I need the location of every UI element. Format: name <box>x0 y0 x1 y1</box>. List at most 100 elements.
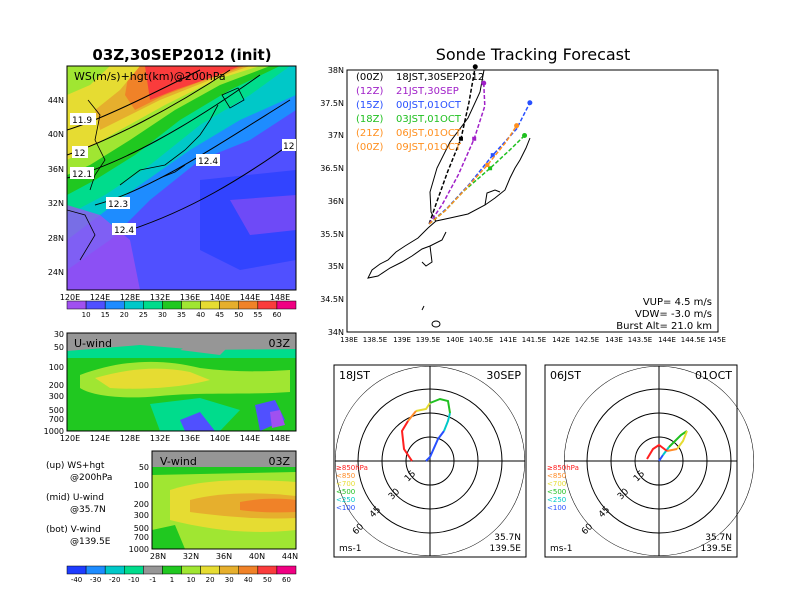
svg-text:00JST,01OCT: 00JST,01OCT <box>396 100 462 111</box>
track-marker <box>485 162 490 167</box>
svg-text:35.5N: 35.5N <box>320 230 344 239</box>
map-lat-ticks: 44N 40N 36N 32N 28N 24N <box>48 96 64 277</box>
colorbar-swatch <box>181 300 201 310</box>
svg-text:<100: <100 <box>336 504 355 512</box>
svg-text:06JST,01OCT: 06JST,01OCT <box>396 128 462 139</box>
svg-text:143E: 143E <box>605 336 623 344</box>
svg-text:300: 300 <box>134 511 149 520</box>
svg-text:<100: <100 <box>547 504 566 512</box>
hodo1-lon: 139.5E <box>490 544 522 554</box>
track-endpoint <box>514 123 520 129</box>
colorbar-swatch <box>143 300 163 310</box>
hodo2-lat: 35.7N <box>705 533 732 543</box>
track-endpoint <box>481 80 487 86</box>
svg-text:(12Z): (12Z) <box>356 86 383 97</box>
colorbar-tick: 10 <box>82 311 91 319</box>
colorbar-swatch <box>66 565 87 575</box>
colorbar-tick: 30 <box>158 311 167 319</box>
svg-text:32N: 32N <box>183 552 199 561</box>
colorbar-swatch <box>219 300 240 310</box>
contour-labels: 11.9 12 12.1 12.3 12.4 12.4 12 <box>70 113 296 236</box>
u-wind-field <box>67 333 296 431</box>
svg-text:03JST,01OCT: 03JST,01OCT <box>396 114 462 125</box>
track-line <box>428 83 486 225</box>
svg-text:128E: 128E <box>120 293 140 302</box>
colorbar-tick: 30 <box>225 576 234 584</box>
colorbar-tick: -20 <box>109 576 120 584</box>
colorbar-tick: 25 <box>139 311 148 319</box>
svg-text:35N: 35N <box>328 262 344 271</box>
svg-text:(00Z): (00Z) <box>356 72 383 83</box>
track-frame <box>346 69 719 333</box>
v-time: 03Z <box>268 455 290 468</box>
hodo2-time: 06JST <box>550 369 581 382</box>
svg-text:140E: 140E <box>210 434 230 443</box>
svg-text:(mid) U-wind: (mid) U-wind <box>46 493 104 503</box>
svg-text:132E: 132E <box>150 434 170 443</box>
svg-text:@139.5E: @139.5E <box>70 537 111 547</box>
colorbar-swatch <box>162 565 182 575</box>
svg-text:34N: 34N <box>328 328 344 337</box>
colorbar-tick: 60 <box>282 576 291 584</box>
u-frame <box>66 332 297 432</box>
svg-text:120E: 120E <box>60 434 80 443</box>
svg-text:21JST,30SEP: 21JST,30SEP <box>396 86 459 97</box>
hodo-segment <box>676 430 688 450</box>
hodo-segment <box>400 420 413 462</box>
svg-text:700: 700 <box>134 533 149 542</box>
v-frame <box>151 450 297 550</box>
colorbar-tick: 50 <box>263 576 272 584</box>
svg-text:36N: 36N <box>216 552 232 561</box>
svg-text:VUP= 4.5 m/s: VUP= 4.5 m/s <box>643 297 712 308</box>
svg-text:100: 100 <box>134 481 149 490</box>
colorbar-swatch <box>257 565 278 575</box>
hodo2-unit: ms-1 <box>550 544 572 554</box>
svg-text:(bot) V-wind: (bot) V-wind <box>46 525 101 535</box>
colorbar-tick: 1 <box>170 576 174 584</box>
svg-text:50: 50 <box>139 463 149 472</box>
svg-text:143.5E: 143.5E <box>628 336 652 344</box>
map-title: 03Z,30SEP2012 (init) <box>92 46 271 64</box>
colorbar-swatch <box>257 300 278 310</box>
svg-text:144E: 144E <box>240 434 260 443</box>
hodo1-date: 30SEP <box>486 369 521 382</box>
svg-text:128E: 128E <box>120 434 140 443</box>
svg-text:VDW= -3.0 m/s: VDW= -3.0 m/s <box>635 309 712 320</box>
svg-text:<850: <850 <box>547 472 566 480</box>
colorbar-tick: 20 <box>206 576 215 584</box>
svg-text:200: 200 <box>134 500 149 509</box>
svg-text:139.5E: 139.5E <box>416 336 440 344</box>
svg-text:50: 50 <box>54 343 64 352</box>
colorbar-swatch <box>162 300 182 310</box>
hodo2-lon: 139.5E <box>701 544 733 554</box>
svg-text:<500: <500 <box>547 488 566 496</box>
honshu-coast <box>367 69 531 328</box>
colorbar-tick: -30 <box>90 576 101 584</box>
colorbar-swatch <box>85 565 106 575</box>
svg-text:≥850hPa: ≥850hPa <box>336 464 368 472</box>
colorbar-swatch <box>219 565 240 575</box>
svg-text:37.5N: 37.5N <box>320 99 344 108</box>
svg-text:120E: 120E <box>60 293 80 302</box>
svg-text:38N: 38N <box>328 66 344 75</box>
svg-text:200: 200 <box>49 381 64 390</box>
svg-text:136E: 136E <box>180 293 200 302</box>
hodo1-legend: ≥850hPa <850 <700 <500 <250 <100 <box>336 464 368 512</box>
v-lat-ticks: 28N 32N 36N 40N 44N <box>150 552 298 561</box>
svg-text:(18Z): (18Z) <box>356 114 383 125</box>
svg-text:≥850hPa: ≥850hPa <box>547 464 579 472</box>
colorbar-swatch <box>66 300 87 310</box>
svg-text:12: 12 <box>283 142 294 152</box>
colorbar-tick: 40 <box>244 576 253 584</box>
svg-text:44N: 44N <box>282 552 298 561</box>
svg-text:<250: <250 <box>547 496 566 504</box>
svg-text:Burst Alt= 21.0 km: Burst Alt= 21.0 km <box>616 321 712 332</box>
track-line <box>428 66 476 225</box>
svg-text:124E: 124E <box>90 434 110 443</box>
svg-text:142.5E: 142.5E <box>575 336 599 344</box>
track-endpoint <box>522 133 528 138</box>
u-title: U-wind <box>74 337 112 350</box>
colorbar-tick: 45 <box>215 311 224 319</box>
hodo1-trace-segments <box>400 397 451 462</box>
